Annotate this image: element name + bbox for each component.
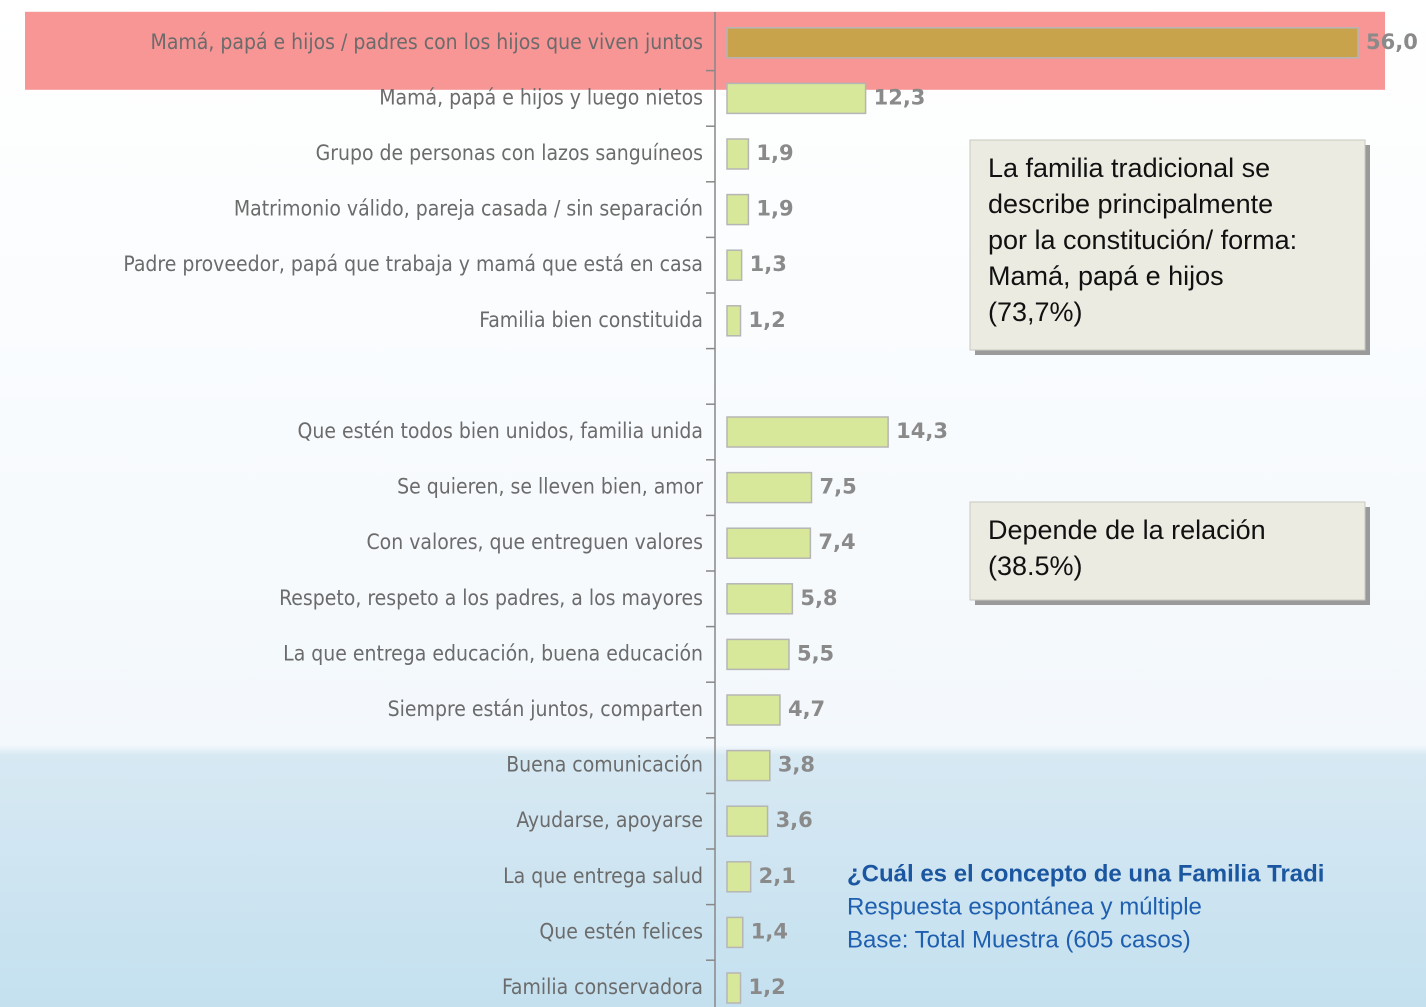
bar: [726, 694, 781, 726]
bar: [726, 749, 771, 782]
value-label: 1,9: [756, 141, 793, 165]
category-label: Familia conservadora: [502, 975, 703, 999]
value-label: 7,4: [818, 530, 855, 554]
category-label: Mamá, papá e hijos y luego nietos: [379, 85, 703, 109]
bar: [726, 82, 867, 115]
category-label: Mamá, papá e hijos / padres con los hijo…: [151, 30, 703, 54]
value-label: 1,2: [749, 308, 786, 332]
value-label: 14,3: [896, 419, 948, 443]
category-label: Que estén todos bien unidos, familia uni…: [298, 419, 703, 443]
category-label: Que estén felices: [539, 919, 703, 943]
annotation-text: (73,7%): [988, 297, 1083, 327]
bar: [726, 305, 742, 337]
bar: [726, 138, 750, 170]
bar: [726, 471, 813, 504]
value-label: 5,5: [797, 641, 834, 665]
value-label: 56,0: [1366, 30, 1418, 54]
value-label: 3,6: [776, 808, 813, 832]
category-label: Padre proveedor, papá que trabaja y mamá…: [123, 252, 703, 276]
annotation-text: Depende de la relación: [988, 515, 1266, 545]
category-label: La que entrega salud: [503, 864, 703, 888]
category-label: Respeto, respeto a los padres, a los may…: [279, 586, 703, 610]
category-label: La que entrega educación, buena educació…: [283, 641, 703, 665]
annotation-text: La familia tradicional se: [988, 153, 1270, 183]
value-label: 5,8: [800, 586, 837, 610]
value-label: 1,2: [749, 975, 786, 999]
category-label: Buena comunicación: [506, 753, 703, 777]
annotation-text: (38.5%): [988, 551, 1083, 581]
annotation-text: por la constitución/ forma:: [988, 225, 1297, 255]
value-label: 12,3: [874, 85, 926, 109]
bar: [726, 27, 1359, 59]
annotation-text: Mamá, papá e hijos: [988, 261, 1224, 291]
value-label: 1,3: [750, 252, 787, 276]
annotation-box: [969, 501, 1366, 601]
bar: [726, 193, 750, 226]
category-label: Matrimonio válido, pareja casada / sin s…: [234, 197, 703, 221]
bar: [726, 583, 794, 615]
annotation-text: describe principalmente: [988, 189, 1273, 219]
bar: [726, 527, 812, 559]
note-line: Respuesta espontánea y múltiple: [847, 893, 1202, 920]
bar: [726, 249, 743, 281]
category-label: Grupo de personas con lazos sanguíneos: [316, 141, 703, 165]
category-label: Siempre están juntos, comparten: [388, 697, 703, 721]
note-line: Base: Total Muestra (605 casos): [847, 926, 1191, 953]
bar: [726, 805, 769, 837]
value-label: 2,1: [759, 864, 796, 888]
value-label: 7,5: [820, 475, 857, 499]
annotation-box: [969, 139, 1366, 351]
bar: [726, 972, 742, 1004]
category-label: Con valores, que entreguen valores: [366, 530, 703, 554]
value-label: 3,8: [778, 753, 815, 777]
bar: [726, 861, 752, 893]
note-title: ¿Cuál es el concepto de una Familia Trad…: [847, 860, 1324, 887]
category-label: Se quieren, se lleven bien, amor: [397, 475, 703, 499]
value-label: 1,4: [751, 919, 788, 943]
value-label: 4,7: [788, 697, 825, 721]
bar: [726, 638, 790, 671]
bar: [726, 916, 744, 949]
bar: [726, 416, 889, 448]
category-label: Familia bien constituida: [479, 308, 703, 332]
value-label: 1,9: [756, 197, 793, 221]
category-label: Ayudarse, apoyarse: [516, 808, 703, 832]
